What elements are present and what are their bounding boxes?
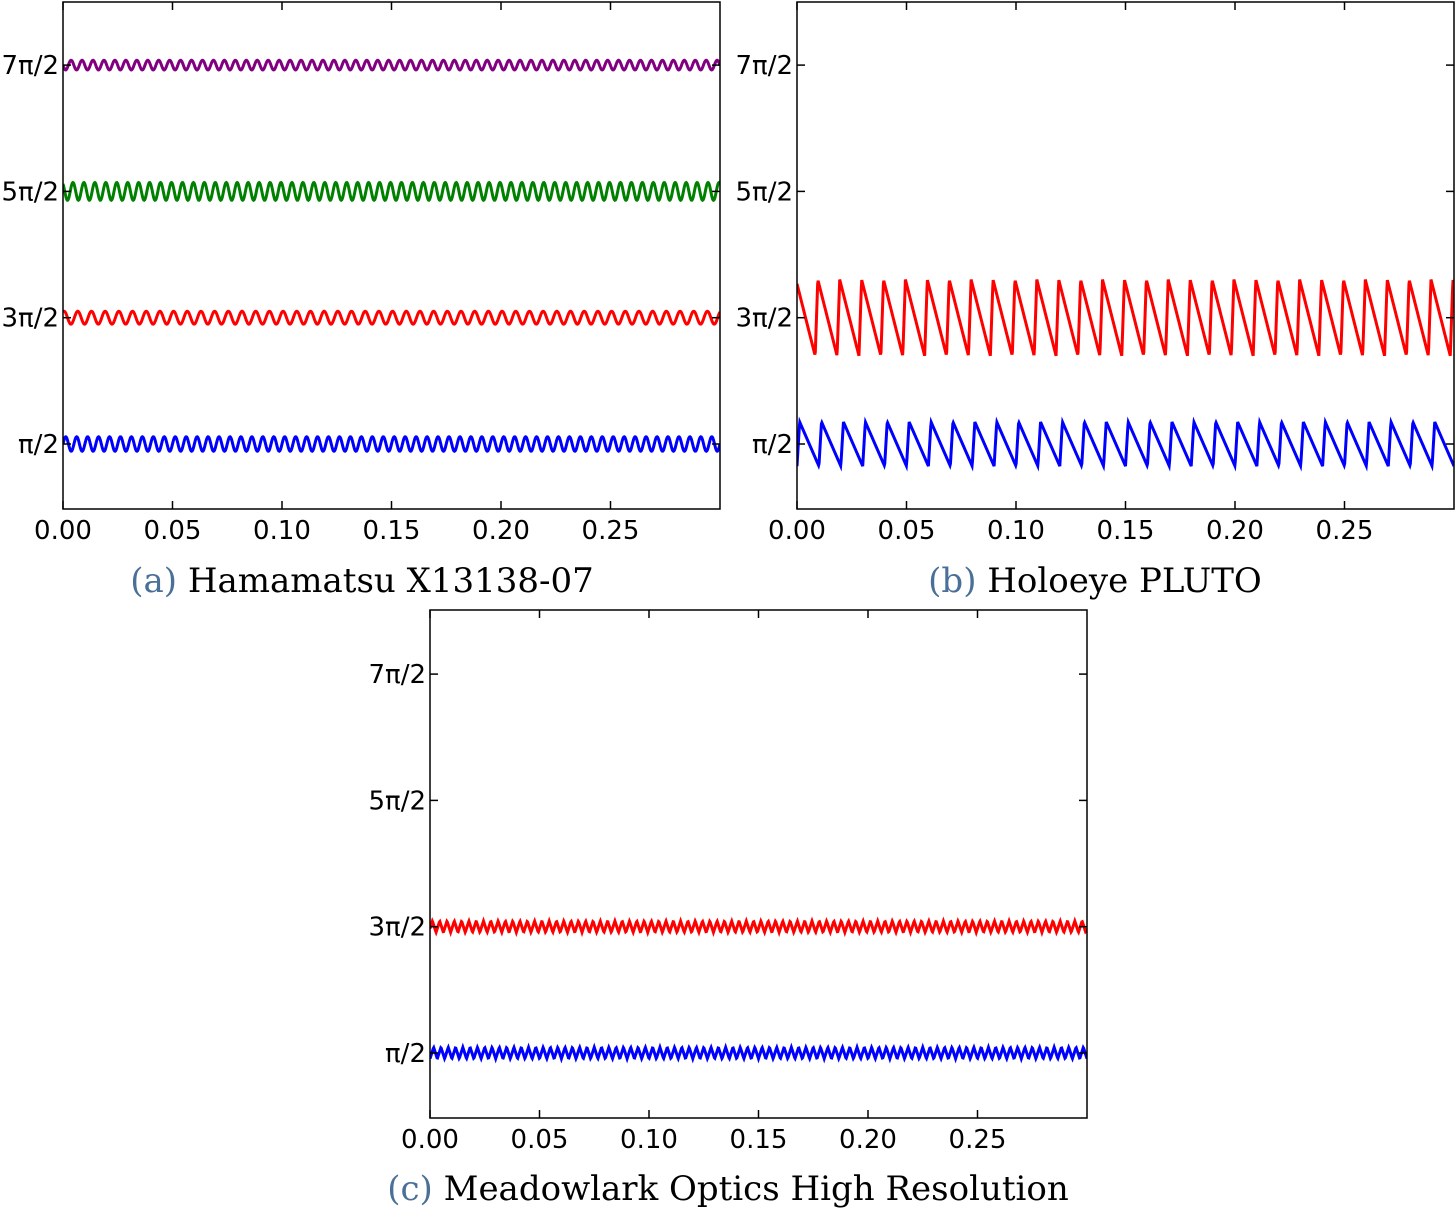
x-tick-label: 0.05: [511, 1125, 569, 1155]
y-tick-label: π/2: [385, 1039, 426, 1069]
panel-caption: (c) Meadowlark Optics High Resolution: [387, 1169, 1069, 1209]
x-tick-label: 0.20: [839, 1125, 897, 1155]
y-tick-label: 5π/2: [736, 177, 794, 207]
y-tick-label: 7π/2: [2, 51, 60, 81]
x-tick-label: 0.00: [768, 516, 826, 546]
x-tick-label: 0.10: [987, 516, 1045, 546]
y-tick-label: π/2: [752, 430, 793, 460]
chart-panel-1: 0.00 0.05 0.10 0.15 0.20 0.25 π/2 3π/2 5π/2 7π/2 (…: [2, 1, 721, 601]
panel-caption: (a) Hamamatsu X13138-07: [130, 561, 593, 601]
series-line-3: [63, 180, 720, 203]
caption-text: Hamamatsu X13138-07: [188, 561, 594, 601]
x-tick-label: 0.15: [1097, 516, 1155, 546]
chart-panel-2: 0.00 0.05 0.10 0.15 0.20 0.25 π/2 3π/2 5π/2 7π/2 (…: [736, 1, 1455, 601]
y-tick-label: 3π/2: [736, 304, 794, 334]
x-tick-label: 0.10: [253, 516, 311, 546]
series-line-1: [430, 1042, 1087, 1064]
y-tick-label: 7π/2: [736, 51, 794, 81]
x-tick-label: 0.15: [363, 516, 421, 546]
plot-frame: [429, 609, 1088, 1119]
series-line-4: [63, 58, 720, 72]
x-tick-label: 0.00: [401, 1125, 459, 1155]
caption-tag: (b): [928, 561, 987, 601]
y-tick-label: 5π/2: [2, 177, 60, 207]
caption-text: Holoeye PLUTO: [987, 561, 1262, 601]
chart-panel-3: 0.00 0.05 0.10 0.15 0.20 0.25 π/2 3π/2 5π/2 7π/2 (…: [369, 609, 1088, 1209]
y-tick-label: 3π/2: [369, 913, 427, 943]
y-tick-label: π/2: [18, 430, 59, 460]
caption-tag: (a): [130, 561, 188, 601]
y-tick-label: 7π/2: [369, 660, 427, 690]
series-line-2: [797, 279, 1454, 357]
x-tick-label: 0.00: [34, 516, 92, 546]
y-tick-label: 5π/2: [369, 786, 427, 816]
plot-frame: [62, 1, 721, 510]
x-tick-label: 0.05: [144, 516, 202, 546]
y-tick-label: 3π/2: [2, 304, 60, 334]
x-tick-label: 0.15: [730, 1125, 788, 1155]
x-tick-label: 0.25: [582, 516, 640, 546]
x-tick-label: 0.20: [472, 516, 530, 546]
series-line-2: [430, 916, 1087, 938]
series-line-1: [797, 416, 1454, 472]
plot-frame: [796, 1, 1455, 510]
series-line-2: [63, 309, 720, 326]
x-tick-label: 0.05: [878, 516, 936, 546]
x-tick-label: 0.20: [1206, 516, 1264, 546]
caption-tag: (c): [387, 1169, 443, 1209]
x-tick-label: 0.10: [620, 1125, 678, 1155]
x-tick-label: 0.25: [1316, 516, 1374, 546]
panel-caption: (b) Holoeye PLUTO: [928, 561, 1262, 601]
x-tick-label: 0.25: [949, 1125, 1007, 1155]
series-line-1: [63, 435, 720, 453]
caption-text: Meadowlark Optics High Resolution: [444, 1169, 1069, 1209]
